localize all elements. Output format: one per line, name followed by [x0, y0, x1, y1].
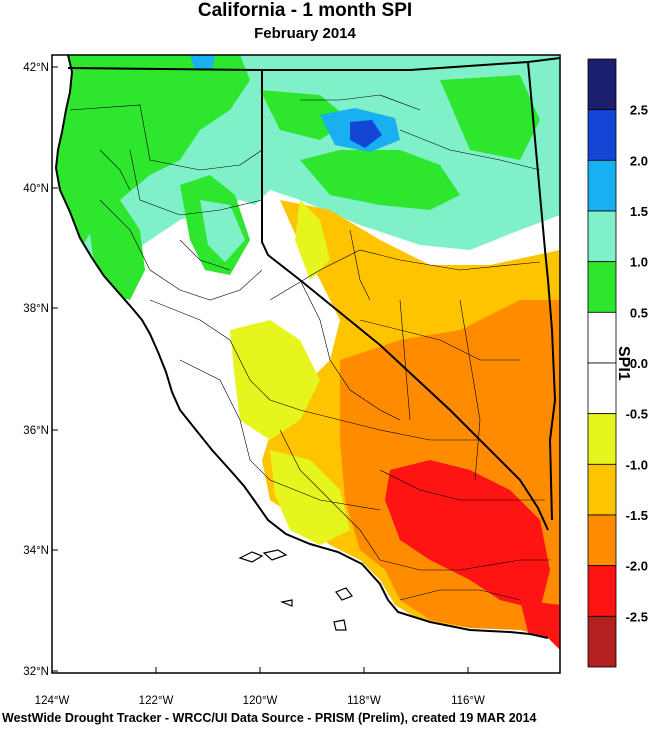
- coastline: [54, 54, 549, 639]
- colorbar-box: [587, 109, 617, 161]
- colorbar-box: [587, 565, 617, 617]
- lon-label-124: 124°W: [35, 695, 70, 707]
- colorbar-box: [587, 362, 617, 415]
- colorbar-label: 1.0: [630, 255, 648, 270]
- colorbar-title: SPI1: [615, 346, 632, 381]
- colorbar-label: -2.0: [626, 559, 648, 574]
- colorbar-box: [587, 413, 617, 465]
- colorbar-label: 0.5: [630, 305, 648, 320]
- colorbar-labels: 2.5 2.0 1.5 1.0 0.5 0.0 -0.5 -1.0 -1.5 -2.0 -2.5: [626, 103, 648, 625]
- colorbar-label: 1.5: [630, 204, 648, 219]
- colorbar: [587, 58, 617, 668]
- lon-label-122: 122°W: [139, 695, 174, 707]
- colorbar-box: [587, 311, 617, 364]
- footer-credit: WestWide Drought Tracker - WRCC/UI Data …: [2, 711, 537, 725]
- colorbar-label: 2.0: [630, 153, 648, 168]
- colorbar-label: 2.5: [630, 103, 648, 118]
- lon-label-120: 120°W: [243, 695, 278, 707]
- lat-label-34: 34°N: [23, 545, 49, 557]
- lon-label-118: 118°W: [347, 695, 381, 707]
- map-frame: [51, 54, 561, 674]
- map-title: California - 1 month SPI: [197, 0, 413, 21]
- colorbar-label: -0.5: [626, 407, 648, 422]
- map-subtitle: February 2014: [254, 25, 356, 42]
- lat-label-36: 36°N: [23, 425, 49, 437]
- colorbar-label: -1.0: [626, 457, 648, 472]
- lat-ticks: [52, 66, 58, 672]
- colorbar-label: 0.0: [630, 356, 648, 371]
- lat-label-32: 32°N: [23, 666, 49, 678]
- lat-label-40: 40°N: [23, 183, 49, 195]
- colorbar-box: [587, 58, 617, 111]
- channel-islands: [238, 549, 353, 631]
- lon-label-116: 116°W: [451, 695, 485, 707]
- county-lines: [69, 94, 550, 601]
- lat-label-38: 38°N: [23, 303, 49, 315]
- spi-fill-layer: [56, 55, 560, 650]
- colorbar-box: [587, 463, 617, 516]
- colorbar-box: [587, 261, 617, 313]
- lon-ticks: [51, 667, 469, 673]
- colorbar-box: [587, 159, 617, 212]
- colorbar-box: [587, 615, 617, 668]
- colorbar-label: -1.5: [626, 508, 648, 523]
- colorbar-box: [587, 514, 617, 567]
- state-borders: [67, 57, 561, 531]
- colorbar-label: -2.5: [626, 609, 648, 624]
- colorbar-box: [587, 210, 617, 263]
- lat-label-42: 42°N: [23, 62, 49, 74]
